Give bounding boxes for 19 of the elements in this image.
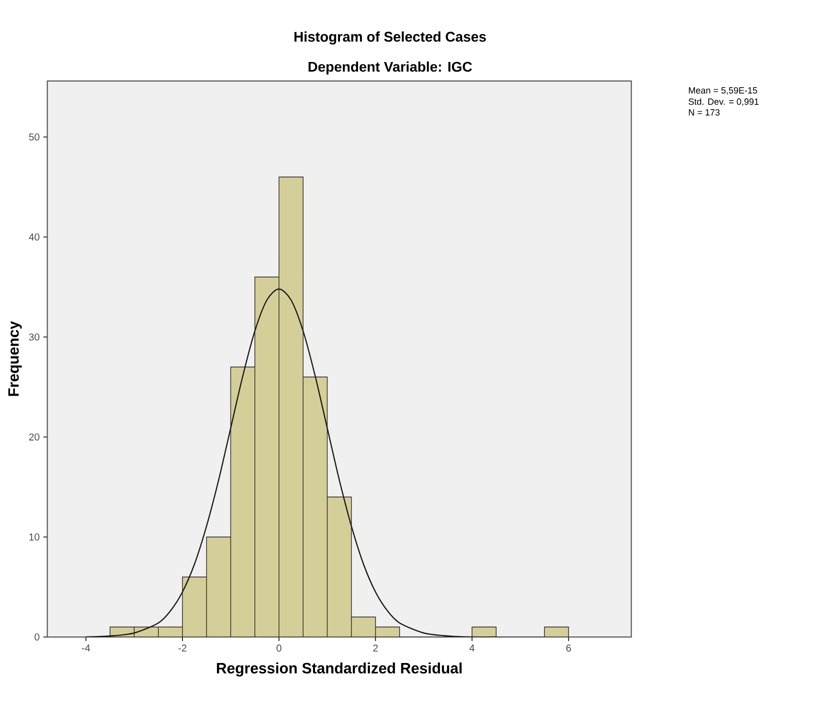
y-axis-title: Frequency <box>8 321 22 396</box>
text: Mean = 5,59E-15 <box>688 87 758 95</box>
x-tick-label: -4 <box>82 644 90 652</box>
text: N = 173 <box>688 109 720 116</box>
y-tick-label: 30 <box>29 333 40 341</box>
y-tick-label: 50 <box>29 133 40 141</box>
chart-subtitle: Dependent Variable: IGC <box>308 61 472 75</box>
y-tick-label: 10 <box>29 533 40 541</box>
y-tick-label: 20 <box>29 433 40 441</box>
chart-title: Histogram of Selected Cases <box>294 31 486 45</box>
x-tick-label: 4 <box>469 644 475 652</box>
x-tick-label: -2 <box>178 644 186 652</box>
x-tick-label: 6 <box>566 644 571 652</box>
x-axis-title: Regression Standardized Residual <box>216 662 462 677</box>
x-tick-label: 0 <box>276 644 282 652</box>
y-tick-label: 40 <box>28 233 40 241</box>
y-tick-label: 0 <box>34 633 40 641</box>
x-tick-label: 2 <box>373 644 378 652</box>
text: Std. Dev. = 0,991 <box>688 98 759 106</box>
